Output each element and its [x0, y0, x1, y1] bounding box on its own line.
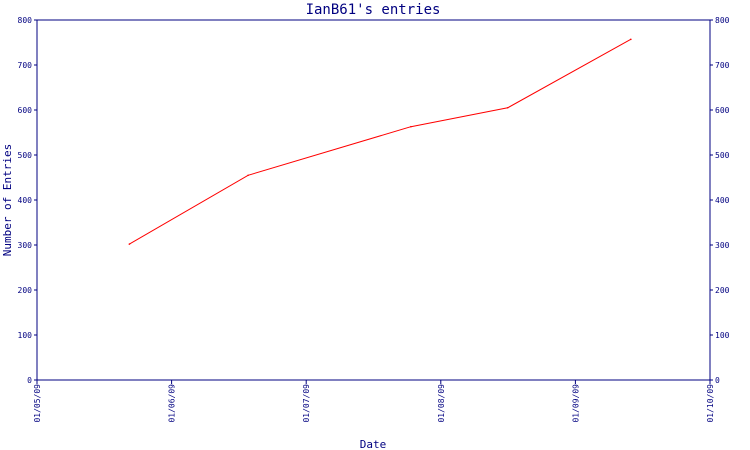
y-tick-label-left: 0: [27, 376, 32, 385]
y-tick-label-right: 300: [715, 241, 730, 250]
x-tick-label: 01/05/09: [33, 384, 42, 423]
y-tick-label-right: 100: [715, 331, 730, 340]
data-point: [410, 125, 412, 128]
axis-ticks: 0 0 100 100 200 200 300 300 400 400 500 500 600 600 70…: [18, 16, 730, 423]
series-line: [129, 38, 632, 245]
x-tick-label: 01/06/09: [168, 384, 177, 423]
y-tick-label-left: 700: [18, 61, 33, 70]
y-tick-label-right: 600: [715, 106, 730, 115]
data-point: [630, 38, 632, 41]
y-tick-label-left: 200: [18, 286, 33, 295]
y-tick-label-left: 600: [18, 106, 33, 115]
x-tick-label: 01/08/09: [437, 384, 446, 423]
y-tick-label-right: 0: [715, 376, 720, 385]
y-tick-label-left: 800: [18, 16, 33, 25]
plot-border: [36, 19, 711, 381]
data-point: [128, 243, 131, 245]
x-tick-label: 01/07/09: [302, 384, 311, 423]
data-point: [506, 106, 509, 109]
y-tick-label-right: 500: [715, 151, 730, 160]
y-tick-label-right: 400: [715, 196, 730, 205]
y-tick-label-left: 100: [18, 331, 33, 340]
y-tick-label-right: 800: [715, 16, 730, 25]
plot-area: [36, 19, 711, 381]
y-tick-label-left: 300: [18, 241, 33, 250]
x-axis-title: Date: [360, 438, 387, 450]
series-layer: [128, 38, 632, 245]
data-point: [247, 174, 249, 177]
chart-title: IanB61's entries: [306, 2, 441, 18]
y-axis-title: Number of Entries: [1, 144, 14, 257]
x-tick-label: 01/10/09: [706, 384, 715, 423]
x-tick-label: 01/09/09: [571, 384, 580, 423]
y-tick-label-left: 400: [18, 196, 33, 205]
y-tick-label-right: 700: [715, 61, 730, 70]
y-tick-label-right: 200: [715, 286, 730, 295]
y-tick-label-left: 500: [18, 151, 33, 160]
